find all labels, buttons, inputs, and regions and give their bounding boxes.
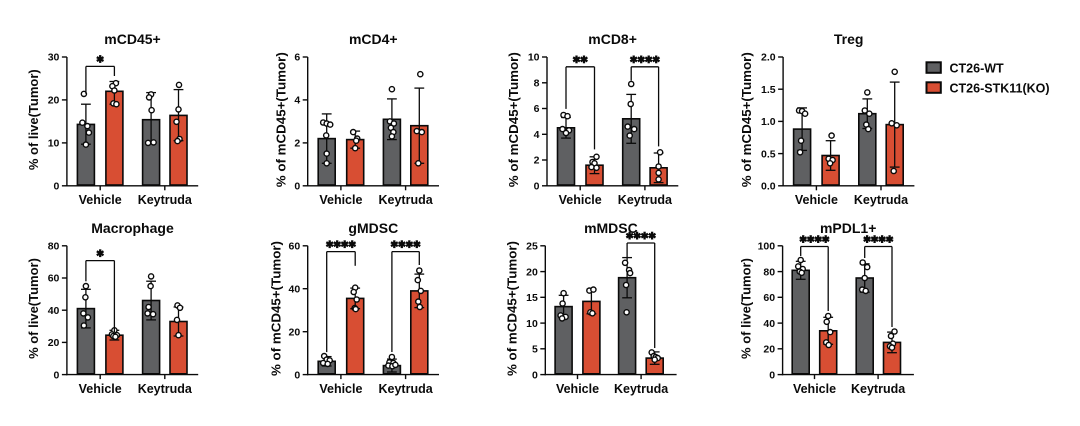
- svg-text:% of mCD45+(Tumor): % of mCD45+(Tumor): [504, 241, 519, 376]
- svg-text:0: 0: [532, 369, 538, 381]
- svg-text:% of live(Tumor): % of live(Tumor): [739, 258, 754, 359]
- svg-text:% of mCD45+(Tumor): % of mCD45+(Tumor): [274, 52, 289, 187]
- svg-text:0.5: 0.5: [761, 148, 776, 160]
- svg-text:mMDSC: mMDSC: [584, 220, 638, 236]
- svg-text:Keytruda: Keytruda: [379, 193, 434, 207]
- svg-text:CT26-WT: CT26-WT: [950, 61, 1005, 75]
- svg-text:100: 100: [758, 241, 776, 253]
- svg-text:Vehicle: Vehicle: [319, 382, 362, 396]
- svg-text:0: 0: [294, 369, 300, 381]
- svg-text:5: 5: [532, 344, 538, 356]
- svg-text:60: 60: [763, 292, 775, 304]
- svg-text:mCD8+: mCD8+: [588, 31, 637, 47]
- svg-text:Vehicle: Vehicle: [795, 193, 838, 207]
- svg-text:% of mCD45+(Tumor): % of mCD45+(Tumor): [269, 241, 284, 376]
- svg-text:Keytruda: Keytruda: [851, 382, 906, 396]
- svg-text:Vehicle: Vehicle: [793, 382, 836, 396]
- svg-text:20: 20: [763, 344, 775, 356]
- svg-text:10: 10: [528, 52, 540, 64]
- svg-text:0.0: 0.0: [761, 181, 776, 193]
- svg-text:0: 0: [294, 181, 300, 193]
- svg-text:60: 60: [289, 241, 301, 253]
- svg-text:80: 80: [48, 241, 60, 253]
- svg-text:mCD4+: mCD4+: [349, 31, 398, 47]
- svg-text:0: 0: [54, 369, 60, 381]
- svg-text:0: 0: [54, 181, 60, 193]
- svg-text:8: 8: [534, 78, 540, 90]
- svg-text:25: 25: [526, 241, 538, 253]
- svg-text:2: 2: [294, 138, 300, 150]
- svg-text:Treg: Treg: [834, 31, 864, 47]
- svg-text:Keytruda: Keytruda: [618, 193, 673, 207]
- svg-text:% of mCD45+(Tumor): % of mCD45+(Tumor): [506, 52, 521, 187]
- svg-text:Vehicle: Vehicle: [79, 382, 122, 396]
- svg-text:mCD45+: mCD45+: [104, 31, 160, 47]
- svg-text:80: 80: [763, 266, 775, 278]
- svg-text:1.5: 1.5: [761, 84, 776, 96]
- svg-text:gMDSC: gMDSC: [348, 220, 398, 236]
- svg-text:60: 60: [48, 273, 60, 285]
- svg-text:CT26-STK11(KO): CT26-STK11(KO): [950, 81, 1050, 95]
- svg-text:20: 20: [48, 337, 60, 349]
- svg-text:Keytruda: Keytruda: [614, 382, 669, 396]
- svg-text:20: 20: [526, 266, 538, 278]
- svg-text:6: 6: [534, 103, 540, 115]
- svg-text:Macrophage: Macrophage: [91, 220, 174, 236]
- svg-text:Vehicle: Vehicle: [319, 193, 362, 207]
- svg-text:40: 40: [763, 318, 775, 330]
- svg-text:2: 2: [534, 155, 540, 167]
- svg-text:Keytruda: Keytruda: [138, 193, 193, 207]
- svg-text:20: 20: [289, 326, 301, 338]
- svg-text:0: 0: [534, 181, 540, 193]
- svg-text:4: 4: [534, 129, 540, 141]
- svg-text:Vehicle: Vehicle: [556, 382, 599, 396]
- svg-text:30: 30: [48, 52, 60, 64]
- svg-text:Vehicle: Vehicle: [559, 193, 602, 207]
- svg-text:mPDL1+: mPDL1+: [820, 220, 876, 236]
- svg-text:40: 40: [48, 305, 60, 317]
- svg-text:4: 4: [294, 95, 300, 107]
- svg-text:2.0: 2.0: [761, 52, 776, 64]
- svg-text:Keytruda: Keytruda: [138, 382, 193, 396]
- svg-text:% of mCD45+(Tumor): % of mCD45+(Tumor): [739, 52, 754, 187]
- svg-text:% of live(Tumor): % of live(Tumor): [26, 69, 41, 170]
- svg-text:15: 15: [526, 292, 538, 304]
- svg-text:1.0: 1.0: [761, 116, 776, 128]
- svg-text:% of live(Tumor): % of live(Tumor): [26, 258, 41, 359]
- svg-text:40: 40: [289, 283, 301, 295]
- svg-text:20: 20: [48, 95, 60, 107]
- svg-text:Vehicle: Vehicle: [79, 193, 122, 207]
- svg-text:Keytruda: Keytruda: [379, 382, 434, 396]
- svg-text:0: 0: [769, 369, 775, 381]
- svg-text:Keytruda: Keytruda: [854, 193, 909, 207]
- svg-text:6: 6: [294, 52, 300, 64]
- svg-text:10: 10: [526, 318, 538, 330]
- svg-text:10: 10: [48, 138, 60, 150]
